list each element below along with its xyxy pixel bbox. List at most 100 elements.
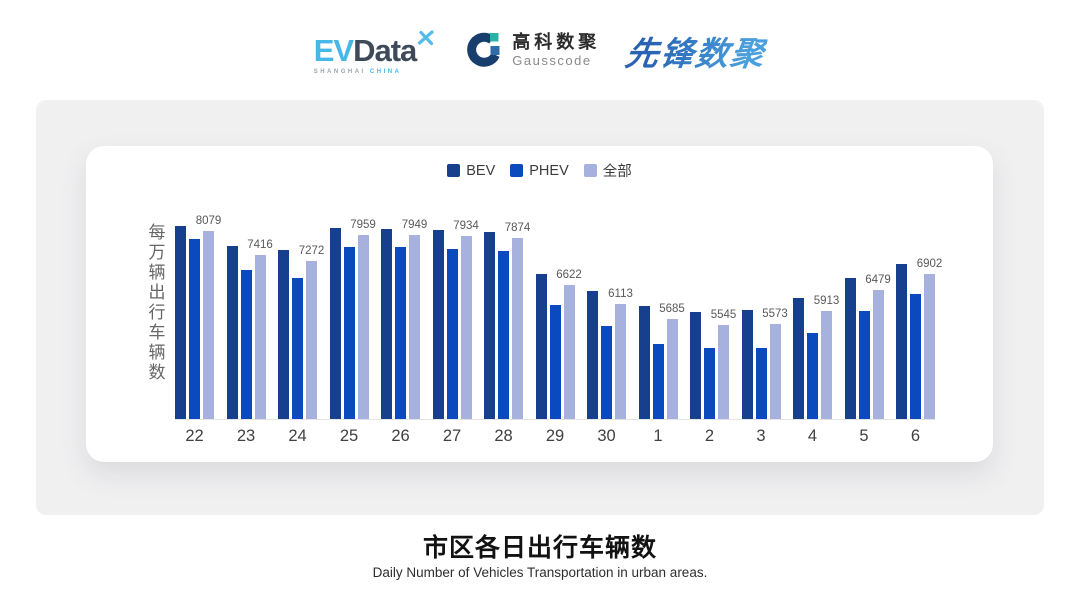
bar-group-25: 7959 xyxy=(329,187,376,419)
bar-group-5: 6479 xyxy=(844,187,891,419)
x-axis-label-5: 5 xyxy=(859,427,869,445)
bar-value-label: 7874 xyxy=(504,222,531,234)
bar-group-1: 5685 xyxy=(638,187,685,419)
bar-BEV-4[interactable] xyxy=(793,298,804,419)
bar-BEV-25[interactable] xyxy=(329,228,341,419)
bar-全部-5[interactable] xyxy=(872,290,884,419)
bar-PHEV-6[interactable] xyxy=(910,294,921,419)
bar-group-3: 5573 xyxy=(741,187,788,419)
bar-全部-25[interactable] xyxy=(357,235,369,419)
bar-PHEV-4[interactable] xyxy=(807,333,818,419)
bar-group-27: 7934 xyxy=(432,187,479,419)
bar-全部-30[interactable] xyxy=(615,304,626,419)
bar-group-30: 6113 xyxy=(587,187,633,419)
bar-PHEV-24[interactable] xyxy=(292,278,303,419)
legend-item-BEV[interactable]: BEV xyxy=(447,163,495,179)
x-axis-label-23: 23 xyxy=(236,427,256,445)
x-axis-label-6: 6 xyxy=(910,427,921,445)
bar-PHEV-29[interactable] xyxy=(549,305,561,419)
bar-value-label: 6622 xyxy=(556,269,582,281)
bar-全部-26[interactable] xyxy=(409,235,420,419)
x-axis-label-3: 3 xyxy=(756,427,766,445)
bar-value-label: 7949 xyxy=(401,219,428,231)
x-axis-label-29: 29 xyxy=(545,427,565,445)
x-axis-label-22: 22 xyxy=(185,427,204,445)
bar-value-label: 5685 xyxy=(659,303,685,315)
bar-PHEV-28[interactable] xyxy=(498,251,509,419)
bar-group-22: 8079 xyxy=(175,187,221,419)
legend-label: BEV xyxy=(466,162,496,179)
bar-group-4: 5913 xyxy=(793,187,839,419)
bar-BEV-22[interactable] xyxy=(175,226,186,419)
gausscode-icon xyxy=(467,32,500,67)
x-axis-label-27: 27 xyxy=(442,427,462,445)
x-axis-label-30: 30 xyxy=(597,427,616,445)
bar-PHEV-27[interactable] xyxy=(446,249,458,419)
chart-subtitle: Daily Number of Vehicles Transportation … xyxy=(372,565,708,580)
sparkle-icon xyxy=(418,29,434,45)
bar-PHEV-2[interactable] xyxy=(704,348,715,419)
bar-BEV-2[interactable] xyxy=(690,312,701,419)
evdata-subtitle: SHANGHAI CHINA xyxy=(313,68,402,75)
bar-value-label: 5545 xyxy=(710,309,737,321)
legend-item-PHEV[interactable]: PHEV xyxy=(510,163,569,179)
chart-card: BEV PHEV 全部 每万辆出行车辆数 8079 7416 7272 7959 7949 7… xyxy=(86,146,993,462)
bar-BEV-27[interactable] xyxy=(432,230,444,419)
bar-PHEV-5[interactable] xyxy=(858,311,870,419)
bar-BEV-26[interactable] xyxy=(381,229,392,419)
x-axis-label-2: 2 xyxy=(704,427,715,445)
bar-PHEV-26[interactable] xyxy=(395,247,406,419)
bar-全部-24[interactable] xyxy=(306,261,317,419)
bar-BEV-3[interactable] xyxy=(741,310,753,419)
bar-全部-4[interactable] xyxy=(821,311,832,419)
chart-title: 市区各日出行车辆数 xyxy=(422,534,657,562)
bar-BEV-30[interactable] xyxy=(587,291,598,419)
legend-item-全部[interactable]: 全部 xyxy=(583,160,632,181)
bar-全部-23[interactable] xyxy=(254,255,266,419)
bar-group-24: 7272 xyxy=(278,187,324,419)
bar-PHEV-3[interactable] xyxy=(755,348,767,419)
gausscode-cn-text: 高科数聚 xyxy=(512,32,601,53)
bar-BEV-28[interactable] xyxy=(484,232,495,419)
bar-BEV-5[interactable] xyxy=(844,278,856,419)
bar-全部-27[interactable] xyxy=(460,236,472,419)
bar-value-label: 7959 xyxy=(350,219,376,231)
bar-BEV-1[interactable] xyxy=(638,306,650,419)
bar-BEV-24[interactable] xyxy=(278,250,289,419)
bar-PHEV-1[interactable] xyxy=(652,344,664,419)
evdata-ev-text: EV xyxy=(313,32,354,68)
bar-全部-3[interactable] xyxy=(769,324,781,419)
bar-全部-29[interactable] xyxy=(563,285,575,419)
bar-value-label: 7934 xyxy=(453,220,479,232)
legend-swatch-icon xyxy=(447,164,461,177)
bar-PHEV-23[interactable] xyxy=(240,270,252,419)
bar-PHEV-22[interactable] xyxy=(189,239,200,419)
bar-group-26: 7949 xyxy=(381,187,427,419)
bar-group-6: 6902 xyxy=(896,187,942,419)
bar-全部-28[interactable] xyxy=(512,238,523,419)
bar-group-23: 7416 xyxy=(226,187,273,419)
plot-area: 8079 7416 7272 7959 7949 7934 7874 6622 6113 5685… xyxy=(175,187,942,420)
x-axis-label-28: 28 xyxy=(494,427,513,445)
bar-value-label: 5913 xyxy=(813,295,840,307)
bar-value-label: 6902 xyxy=(916,258,943,270)
x-axis-label-25: 25 xyxy=(339,427,359,445)
bar-group-29: 6622 xyxy=(535,187,582,419)
bar-BEV-6[interactable] xyxy=(896,264,907,419)
legend-label: PHEV xyxy=(529,162,569,179)
bar-PHEV-30[interactable] xyxy=(601,326,612,419)
evdata-data-text: Data xyxy=(353,32,417,68)
bar-BEV-23[interactable] xyxy=(226,246,238,419)
bar-全部-6[interactable] xyxy=(924,274,935,419)
x-axis-labels: 22 23 24 25 26 27 28 29 30 1 2 3 4 5 6 xyxy=(175,427,935,446)
bar-value-label: 7416 xyxy=(247,239,273,251)
bar-全部-1[interactable] xyxy=(666,319,678,419)
bar-全部-2[interactable] xyxy=(718,325,729,419)
gausscode-logo: 高科数聚 Gausscode xyxy=(462,30,600,72)
bar-全部-22[interactable] xyxy=(203,231,214,419)
bar-PHEV-25[interactable] xyxy=(343,247,355,419)
pioneer-logo: 先锋数聚 xyxy=(623,27,770,75)
header-logos: EV Data SHANGHAI CHINA 高科数聚 Gausscode 先锋数… xyxy=(0,18,1080,84)
legend-label: 全部 xyxy=(602,164,632,180)
bar-BEV-29[interactable] xyxy=(535,274,547,419)
